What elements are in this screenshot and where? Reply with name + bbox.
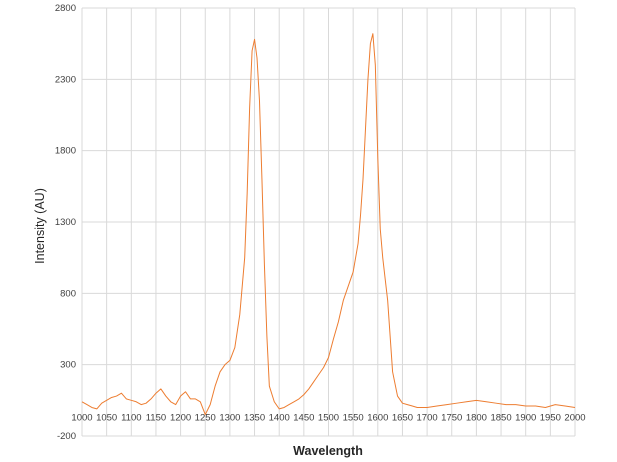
x-tick-label: 1600 bbox=[367, 412, 388, 423]
x-tick-label: 1750 bbox=[441, 412, 462, 423]
x-tick-labels: 1000 1050 1100 1150 1200 1250 1300 1350 1400 1450… bbox=[71, 412, 585, 423]
y-tick-label: -200 bbox=[57, 431, 76, 442]
series-layer bbox=[81, 33, 576, 416]
x-tick-label: 1400 bbox=[269, 412, 290, 423]
x-tick-label: 1250 bbox=[195, 412, 216, 423]
x-tick-label: 1800 bbox=[466, 412, 487, 423]
x-tick-label: 1650 bbox=[392, 412, 413, 423]
y-tick-label: 300 bbox=[60, 360, 76, 371]
intensity-series-line bbox=[81, 33, 576, 416]
x-tick-label: 1200 bbox=[170, 412, 191, 423]
y-axis-title: Intensity (AU) bbox=[33, 188, 47, 264]
y-tick-label: 800 bbox=[60, 288, 76, 299]
x-tick-label: 1000 bbox=[71, 412, 92, 423]
x-tick-label: 1300 bbox=[219, 412, 240, 423]
y-tick-label: 1300 bbox=[55, 217, 76, 228]
x-axis-title: Wavelength bbox=[293, 444, 363, 458]
gridlines bbox=[81, 7, 576, 437]
x-tick-label: 1150 bbox=[146, 412, 166, 423]
x-tick-label: 1050 bbox=[96, 412, 117, 423]
x-tick-label: 1900 bbox=[515, 412, 536, 423]
x-tick-label: 1850 bbox=[490, 412, 511, 423]
y-tick-label: 2800 bbox=[55, 3, 76, 14]
x-tick-label: 1500 bbox=[318, 412, 339, 423]
x-tick-label: 1450 bbox=[293, 412, 314, 423]
y-tick-label: 1800 bbox=[55, 146, 76, 157]
x-tick-label: 1100 bbox=[121, 412, 141, 423]
x-tick-label: 1700 bbox=[417, 412, 438, 423]
x-tick-label: 1550 bbox=[343, 412, 364, 423]
x-tick-label: 1350 bbox=[244, 412, 265, 423]
x-tick-label: 1950 bbox=[540, 412, 561, 423]
x-tick-label: 2000 bbox=[564, 412, 585, 423]
y-tick-labels: -200 300 800 1300 1800 2300 2800 bbox=[55, 3, 76, 442]
y-tick-label: 2300 bbox=[55, 74, 76, 85]
